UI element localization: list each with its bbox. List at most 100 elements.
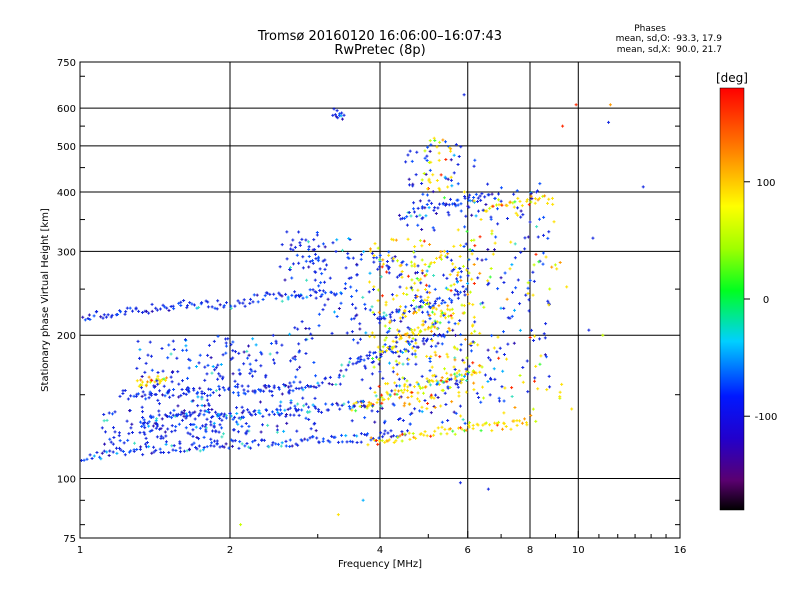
data-point: [479, 429, 483, 433]
data-point: [210, 407, 214, 411]
data-point: [295, 368, 299, 372]
data-point: [423, 320, 427, 324]
data-point: [346, 363, 350, 367]
data-point: [529, 200, 533, 204]
data-point: [194, 425, 198, 429]
data-point: [263, 384, 267, 388]
data-point: [107, 454, 111, 458]
data-point: [401, 418, 405, 422]
data-point: [347, 276, 351, 280]
data-point: [163, 394, 167, 398]
data-point: [601, 333, 605, 337]
data-point: [158, 307, 162, 311]
data-point: [361, 295, 365, 299]
data-point: [417, 399, 421, 403]
data-point: [276, 442, 280, 446]
data-point: [641, 185, 645, 189]
data-point: [140, 383, 144, 387]
data-point: [434, 321, 438, 325]
data-point: [412, 385, 416, 389]
data-point: [510, 263, 514, 267]
data-point: [453, 293, 457, 297]
data-point: [230, 444, 234, 448]
data-point: [551, 202, 555, 206]
data-point: [536, 387, 540, 391]
data-point: [222, 414, 226, 418]
data-point: [235, 406, 239, 410]
data-point: [518, 302, 522, 306]
data-point: [298, 349, 302, 353]
data-point: [389, 315, 393, 319]
data-point: [410, 346, 414, 350]
data-point: [359, 253, 363, 257]
data-point: [505, 204, 509, 208]
data-point: [208, 393, 212, 397]
data-point: [446, 185, 450, 189]
data-point: [350, 302, 354, 306]
data-point: [423, 206, 427, 210]
data-point: [434, 256, 438, 260]
data-point: [405, 286, 409, 290]
data-point: [429, 411, 433, 415]
data-point: [209, 420, 213, 424]
data-point: [276, 411, 280, 415]
data-point: [297, 387, 301, 391]
data-point: [224, 416, 228, 420]
data-point: [299, 293, 303, 297]
data-point: [352, 433, 356, 437]
data-point: [372, 313, 376, 317]
data-point: [508, 267, 512, 271]
data-point: [253, 369, 257, 373]
data-point: [219, 363, 223, 367]
data-point: [471, 340, 475, 344]
data-point: [163, 305, 167, 309]
y-tick-label: 400: [57, 188, 76, 199]
data-point: [246, 389, 250, 393]
data-point: [444, 286, 448, 290]
data-point: [144, 384, 148, 388]
data-point: [502, 422, 506, 426]
data-point: [164, 434, 168, 438]
data-point: [307, 247, 311, 251]
data-point: [363, 405, 367, 409]
data-point: [417, 384, 421, 388]
data-point: [92, 314, 96, 318]
data-point: [478, 271, 482, 275]
data-point: [459, 378, 463, 382]
data-point: [218, 374, 222, 378]
data-point: [224, 344, 228, 348]
data-point: [377, 362, 381, 366]
data-point: [335, 401, 339, 405]
data-point: [227, 446, 231, 450]
data-point: [394, 359, 398, 363]
data-point: [158, 389, 162, 393]
data-point: [465, 268, 469, 272]
data-point: [386, 346, 390, 350]
data-point: [473, 158, 477, 162]
data-point: [527, 309, 531, 313]
data-point: [419, 281, 423, 285]
data-point: [455, 382, 459, 386]
data-point: [113, 410, 117, 414]
y-tick-label: 500: [57, 142, 76, 153]
data-point: [484, 202, 488, 206]
data-point: [498, 399, 502, 403]
data-point: [438, 296, 442, 300]
data-point: [380, 439, 384, 443]
data-point: [450, 307, 454, 311]
data-points: [79, 93, 645, 527]
data-point: [363, 307, 367, 311]
y-tick-label: 100: [57, 475, 76, 486]
data-point: [410, 278, 414, 282]
data-point: [242, 388, 246, 392]
data-point: [466, 372, 470, 376]
data-point: [117, 431, 121, 435]
data-point: [148, 415, 152, 419]
data-point: [298, 365, 302, 369]
data-point: [327, 408, 331, 412]
data-point: [236, 391, 240, 395]
data-point: [375, 256, 379, 260]
data-point: [205, 394, 209, 398]
data-point: [496, 335, 500, 339]
data-point: [446, 210, 450, 214]
